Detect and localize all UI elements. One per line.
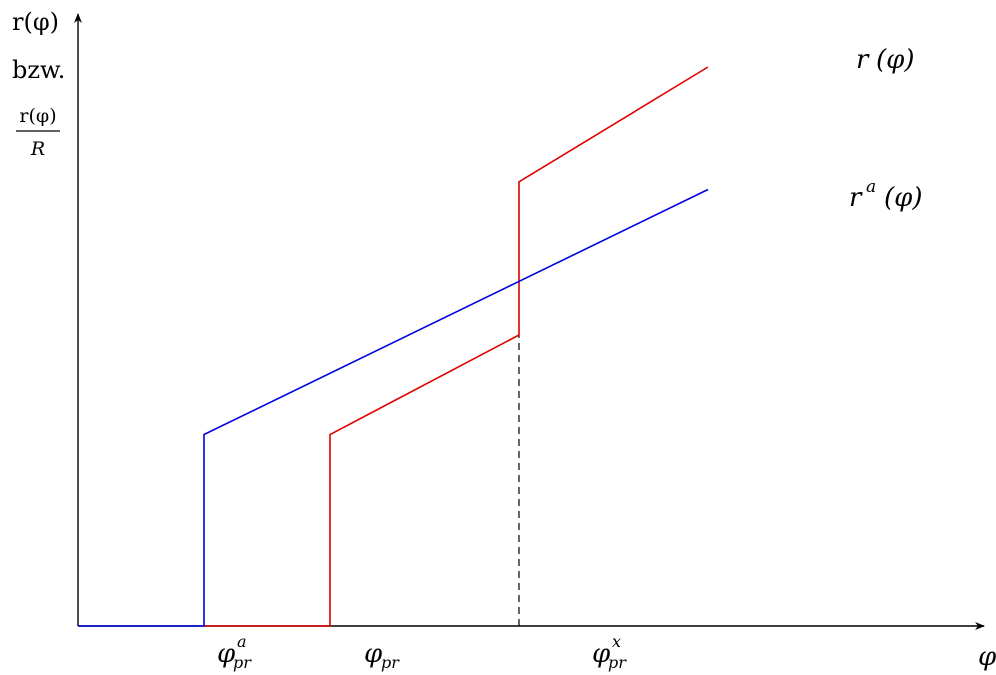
series-ra-line [78,188,709,627]
series-layer [78,66,709,627]
y-label-line1: r(φ) [12,8,59,36]
x-tick-0-sub: pr [233,653,252,672]
y-label-line2: bzw. [12,56,65,84]
x-tick-0-sup: a [237,632,247,651]
x-tick-0: φ a pr [217,632,252,672]
series-label-ra-arg: (φ) [884,183,923,213]
x-tick-2: φ x pr [592,632,627,672]
series-label-r-main: r [856,45,870,75]
x-tick-1-sub: pr [381,653,400,672]
x-tick-1-main: φ [364,639,383,669]
series-label-r: r (φ) [856,45,915,75]
y-label-fraction-denominator: R [30,138,45,160]
series-label-ra-main: r [849,183,863,213]
series-label-r-arg: (φ) [876,45,915,75]
x-axis-label: φ [978,642,996,672]
x-tick-2-sub: pr [608,653,627,672]
x-tick-1: φ pr [364,639,400,672]
series-label-ra: r a (φ) [849,177,923,213]
x-tick-2-sup: x [612,632,621,651]
x-tick-2-main: φ [592,639,611,669]
series-r-line [204,66,709,627]
series-label-ra-sup: a [866,177,876,197]
x-tick-0-main: φ [217,639,236,669]
y-label-fraction-numerator: r(φ) [19,105,56,127]
